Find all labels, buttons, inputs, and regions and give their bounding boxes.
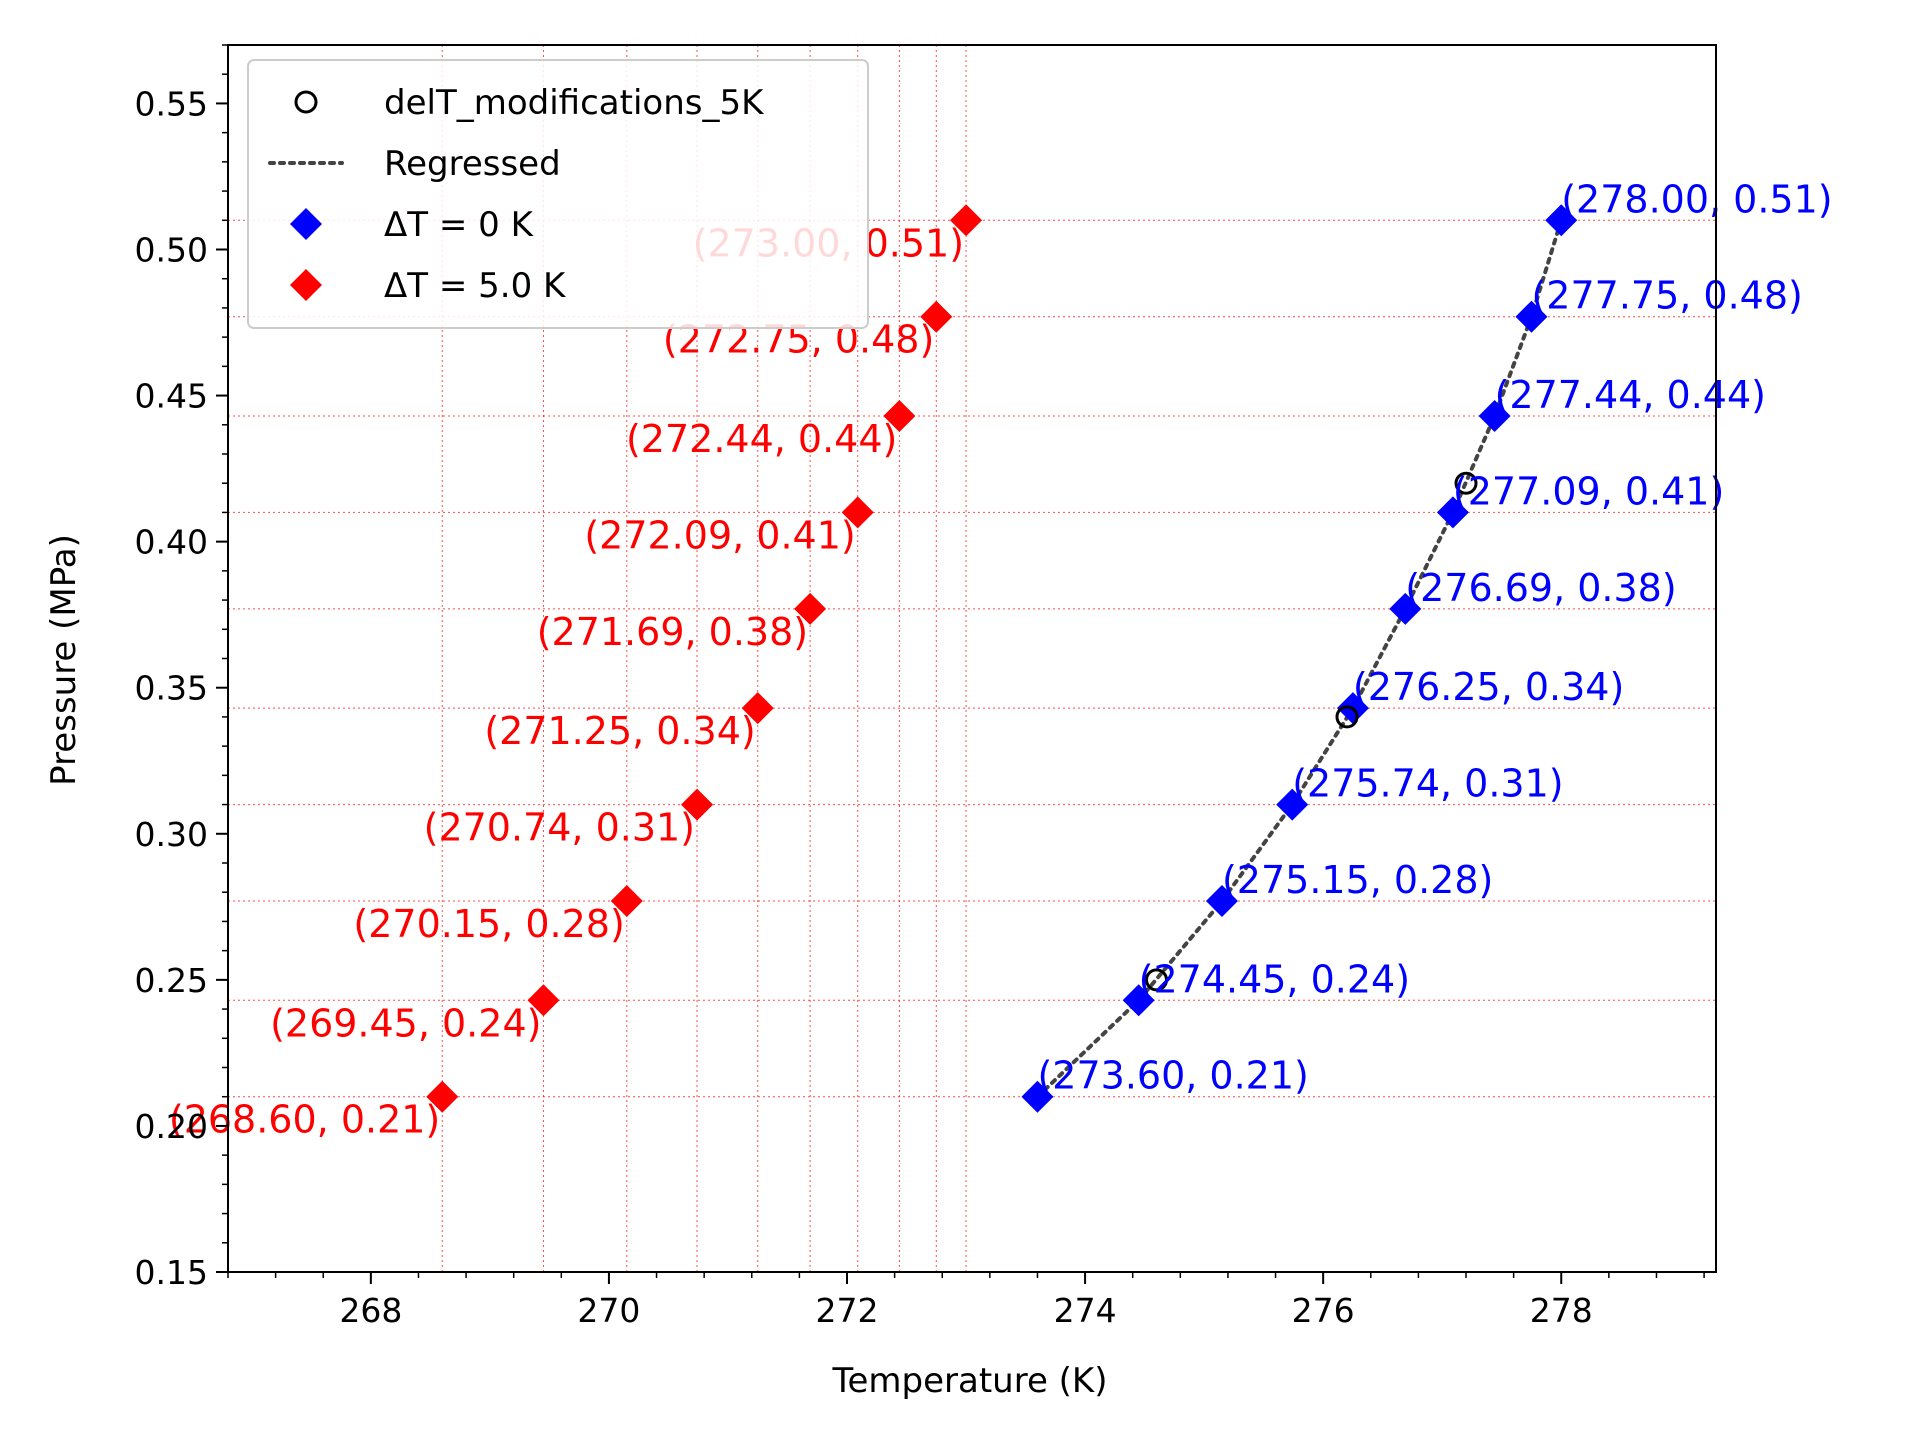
blue-data-label: (278.00, 0.51) — [1561, 177, 1832, 221]
y-tick-label: 0.45 — [135, 377, 208, 416]
blue-diamond-point — [1515, 300, 1548, 333]
blue-data-label: (277.44, 0.44) — [1495, 373, 1766, 417]
y-tick-label: 0.40 — [135, 523, 208, 562]
blue-diamond-point — [1122, 984, 1155, 1017]
open-circle-point — [1454, 471, 1478, 495]
blue-data-label: (277.09, 0.41) — [1453, 469, 1724, 513]
red-diamond-point — [527, 984, 560, 1017]
red-diamond-point — [920, 300, 953, 333]
legend-diamond-icon — [290, 208, 322, 240]
red-diamond-point — [883, 400, 916, 433]
open-circle-point — [1145, 968, 1169, 992]
blue-diamond-point — [1545, 204, 1578, 237]
blue-diamond-point — [1478, 400, 1511, 433]
blue-diamond-point — [1389, 592, 1422, 625]
x-tick-label: 274 — [1054, 1291, 1117, 1330]
blue-data-label: (274.45, 0.24) — [1139, 957, 1410, 1001]
red-diamond-point — [741, 692, 774, 725]
y-tick-label: 0.25 — [135, 961, 208, 1000]
legend-label: delT_modifications_5K — [384, 83, 765, 123]
y-tick-label: 0.50 — [135, 231, 208, 270]
x-tick-label: 276 — [1292, 1291, 1355, 1330]
y-tick-label: 0.15 — [135, 1253, 208, 1292]
blue-data-label: (277.75, 0.48) — [1531, 274, 1802, 318]
red-data-label: (269.45, 0.24) — [270, 1001, 541, 1045]
red-diamond-point — [681, 788, 714, 821]
legend-open-circle-icon — [294, 90, 318, 114]
x-axis-title: Temperature (K) — [831, 1361, 1107, 1401]
y-tick-label: 0.55 — [135, 84, 208, 123]
x-tick-label: 268 — [339, 1291, 402, 1330]
legend-label: ΔT = 5.0 K — [384, 266, 567, 306]
axes: 268 270 272 274 276 278 0.15 0.20 0.25 0.30 0.35 0.… — [135, 44, 1717, 1330]
red-data-label: (272.44, 0.44) — [626, 417, 897, 461]
x-tick-label: 278 — [1530, 1291, 1593, 1330]
blue-diamond-point — [1021, 1080, 1054, 1113]
y-tick-label: 0.30 — [135, 815, 208, 854]
blue-diamond-point — [1436, 496, 1469, 529]
red-diamond-point — [794, 592, 827, 625]
red-data-label: (272.09, 0.41) — [584, 513, 855, 557]
blue-data-label: (275.15, 0.28) — [1222, 858, 1493, 902]
blue-data-label: (273.60, 0.21) — [1037, 1054, 1308, 1098]
blue-data-label: (275.74, 0.31) — [1292, 762, 1563, 806]
red-diamond-point — [426, 1080, 459, 1113]
blue-diamond-point — [1276, 788, 1309, 821]
data-points-layer — [426, 204, 1578, 1113]
open-circle-point — [1335, 705, 1359, 729]
y-tick-label: 0.20 — [135, 1107, 208, 1146]
regressed-line-layer — [1035, 218, 1564, 1099]
red-data-label: (270.74, 0.31) — [424, 806, 695, 850]
legend-box — [247, 59, 869, 329]
y-axis-title: Pressure (MPa) — [44, 534, 84, 786]
legend: delT_modifications_5K Regressed ΔT = 0 K ΔT… — [247, 59, 869, 329]
blue-diamond-point — [1205, 884, 1238, 917]
legend-label: ΔT = 0 K — [384, 205, 535, 245]
y-tick-label: 0.35 — [135, 669, 208, 708]
data-labels-layer: (273.60, 0.21) (274.45, 0.24) (275.15, 0.2… — [169, 177, 1833, 1141]
red-data-label: (271.25, 0.34) — [484, 709, 755, 753]
legend-diamond-icon — [290, 269, 322, 301]
x-tick-label: 270 — [577, 1291, 640, 1330]
red-data-label: (270.15, 0.28) — [353, 902, 624, 946]
x-tick-label: 272 — [816, 1291, 879, 1330]
red-diamond-point — [841, 496, 874, 529]
regressed-line — [1035, 218, 1564, 1099]
blue-data-label: (276.25, 0.34) — [1353, 665, 1624, 709]
legend-label: Regressed — [384, 144, 561, 184]
red-data-label: (268.60, 0.21) — [169, 1098, 440, 1142]
red-diamond-point — [610, 884, 643, 917]
blue-data-label: (276.69, 0.38) — [1405, 566, 1676, 610]
red-data-label: (271.69, 0.38) — [537, 610, 808, 654]
red-diamond-point — [950, 204, 983, 237]
